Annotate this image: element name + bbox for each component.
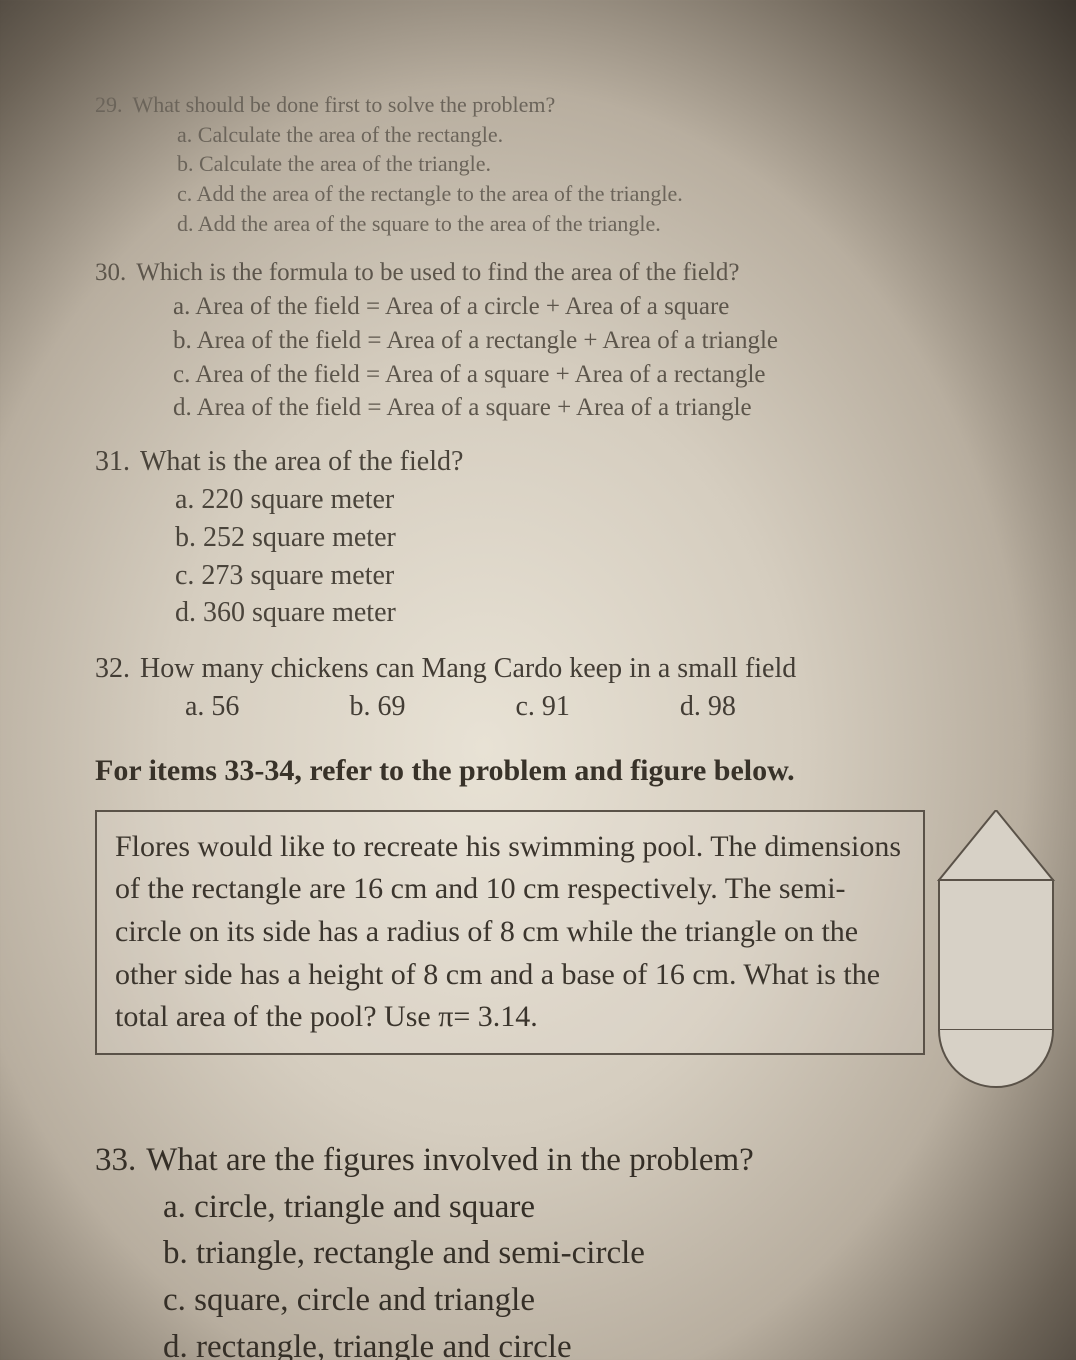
option-c: c. 273 square meter xyxy=(175,557,1055,595)
question-32: 32. How many chickens can Mang Cardo kee… xyxy=(95,650,1055,726)
option-d: d. Add the area of the square to the are… xyxy=(177,209,1055,239)
option-b: b. 252 square meter xyxy=(175,519,1055,557)
options: a. Area of the field = Area of a circle … xyxy=(173,290,1055,425)
problem-row: Flores would like to recreate his swimmi… xyxy=(95,810,1055,1115)
option-b: b. Area of the field = Area of a rectang… xyxy=(173,324,1055,358)
option-b: b. 69 xyxy=(349,688,405,726)
question-stem: What should be done first to solve the p… xyxy=(133,90,556,120)
option-a: a. 56 xyxy=(185,688,239,726)
question-stem: What are the figures involved in the pro… xyxy=(146,1137,754,1184)
option-a: a. circle, triangle and square xyxy=(163,1184,1055,1231)
question-number: 33. xyxy=(95,1137,136,1184)
option-c: c. Add the area of the rectangle to the … xyxy=(177,179,1055,209)
question-31: 31. What is the area of the field? a. 22… xyxy=(95,443,1055,632)
option-c: c. square, circle and triangle xyxy=(163,1277,1055,1324)
options: a. Calculate the area of the rectangle. … xyxy=(177,120,1055,239)
worksheet-page: 29. What should be done first to solve t… xyxy=(95,90,1055,1360)
option-d: d. 98 xyxy=(680,688,736,726)
option-b: b. Calculate the area of the triangle. xyxy=(177,149,1055,179)
question-stem: Which is the formula to be used to find … xyxy=(136,256,739,290)
options: a. circle, triangle and square b. triang… xyxy=(163,1184,1055,1360)
question-stem: How many chickens can Mang Cardo keep in… xyxy=(140,650,796,688)
question-number: 29. xyxy=(95,90,123,120)
section-header: For items 33-34, refer to the problem an… xyxy=(95,754,1055,788)
options: a. 56 b. 69 c. 91 d. 98 xyxy=(185,688,1055,726)
option-d: d. Area of the field = Area of a square … xyxy=(173,391,1055,425)
option-b: b. triangle, rectangle and semi-circle xyxy=(163,1230,1055,1277)
question-33: 33. What are the figures involved in the… xyxy=(95,1137,1055,1360)
option-c: c. Area of the field = Area of a square … xyxy=(173,358,1055,392)
question-number: 32. xyxy=(95,650,130,688)
problem-box: Flores would like to recreate his swimmi… xyxy=(95,810,925,1055)
question-stem: What is the area of the field? xyxy=(140,443,463,481)
options: a. 220 square meter b. 252 square meter … xyxy=(175,481,1055,632)
option-d: d. rectangle, triangle and circle xyxy=(163,1324,1055,1360)
question-number: 31. xyxy=(95,443,130,481)
option-a: a. Area of the field = Area of a circle … xyxy=(173,290,1055,324)
option-d: d. 360 square meter xyxy=(175,594,1055,632)
question-29: 29. What should be done first to solve t… xyxy=(95,90,1055,238)
option-a: a. Calculate the area of the rectangle. xyxy=(177,120,1055,150)
option-c: c. 91 xyxy=(515,688,569,726)
option-a: a. 220 square meter xyxy=(175,481,1055,519)
pool-figure xyxy=(931,810,1051,1115)
question-number: 30. xyxy=(95,256,126,290)
pool-svg xyxy=(931,810,1061,1110)
question-30: 30. Which is the formula to be used to f… xyxy=(95,256,1055,425)
